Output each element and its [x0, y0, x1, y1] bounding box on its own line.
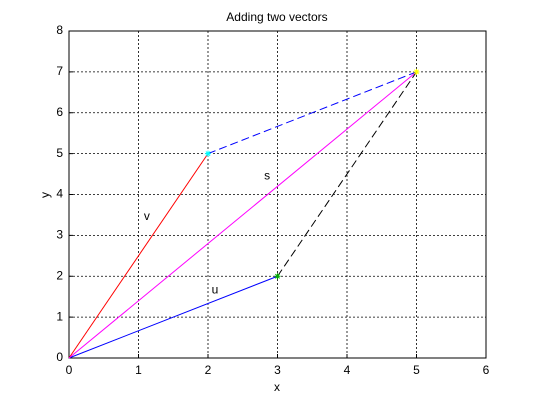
y-tick-label: 0	[56, 350, 63, 364]
y-tick-label: 6	[56, 105, 63, 119]
y-tick-label: 8	[56, 23, 63, 37]
x-tick-label: 6	[483, 363, 490, 377]
vector-line	[277, 71, 417, 277]
x-tick-label: 4	[344, 363, 351, 377]
annotation: s	[264, 168, 270, 182]
marker	[274, 273, 281, 280]
annotation: v	[144, 209, 150, 223]
marker	[413, 68, 420, 75]
x-tick-label: 3	[274, 363, 281, 377]
plot-frame	[68, 30, 487, 359]
marker-stroke	[275, 273, 280, 279]
x-tick-label: 1	[135, 363, 142, 377]
x-tick-label: 2	[205, 363, 212, 377]
x-axis-label: x	[274, 380, 280, 394]
y-tick-label: 4	[56, 187, 63, 201]
x-tick-label: 5	[413, 363, 420, 377]
vector-line	[68, 71, 417, 359]
marker	[205, 150, 211, 157]
vector-line	[207, 71, 417, 155]
marker-stroke	[205, 151, 211, 157]
y-tick-label: 5	[56, 146, 63, 160]
y-tick-label: 7	[56, 64, 63, 78]
chart-title: Adding two vectors	[226, 10, 327, 24]
y-tick-label: 2	[56, 268, 63, 282]
y-tick-label: 1	[56, 309, 63, 323]
vector-line	[68, 153, 209, 359]
marker-stroke	[414, 69, 419, 75]
vector-line	[68, 275, 278, 359]
y-axis-label: y	[38, 192, 52, 198]
annotation: u	[212, 283, 219, 297]
y-tick-label: 3	[56, 228, 63, 242]
x-tick-label: 0	[66, 363, 73, 377]
